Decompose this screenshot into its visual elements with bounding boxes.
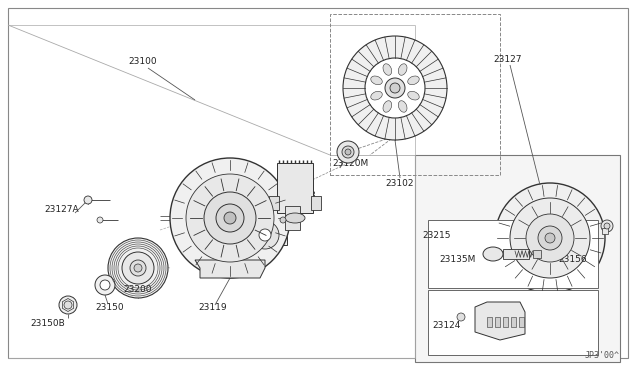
Circle shape	[84, 196, 92, 204]
Circle shape	[342, 146, 354, 158]
Circle shape	[538, 226, 562, 250]
Circle shape	[244, 217, 250, 223]
Ellipse shape	[398, 101, 407, 112]
Circle shape	[130, 260, 146, 276]
Bar	[602, 228, 608, 234]
Ellipse shape	[371, 76, 382, 85]
Text: 23215: 23215	[423, 231, 451, 240]
Ellipse shape	[483, 247, 503, 261]
Bar	[533, 250, 541, 258]
Circle shape	[122, 252, 154, 284]
Circle shape	[95, 275, 115, 295]
Bar	[330, 14, 500, 175]
Text: 23156: 23156	[559, 256, 588, 264]
Ellipse shape	[408, 91, 419, 100]
Circle shape	[345, 149, 351, 155]
Circle shape	[337, 141, 359, 163]
Polygon shape	[475, 302, 525, 340]
Ellipse shape	[398, 64, 407, 75]
Bar	[311, 196, 321, 210]
Bar	[487, 317, 492, 327]
Circle shape	[545, 233, 555, 243]
Bar	[495, 317, 500, 327]
Bar	[503, 317, 508, 327]
Text: 23150: 23150	[96, 304, 124, 312]
Bar	[415, 155, 620, 362]
Bar	[277, 163, 313, 213]
Circle shape	[526, 214, 574, 262]
Bar	[428, 220, 598, 288]
Polygon shape	[195, 260, 265, 278]
Circle shape	[170, 158, 290, 278]
Text: 23127A: 23127A	[45, 205, 79, 215]
Circle shape	[108, 238, 168, 298]
Text: 23135M: 23135M	[440, 256, 476, 264]
Circle shape	[604, 223, 610, 229]
Circle shape	[59, 296, 77, 314]
Circle shape	[224, 212, 236, 224]
Bar	[285, 206, 300, 230]
Text: 23127: 23127	[493, 55, 522, 64]
Circle shape	[495, 183, 605, 293]
Bar	[503, 249, 529, 259]
Circle shape	[365, 58, 425, 118]
Circle shape	[186, 174, 274, 262]
Circle shape	[251, 221, 279, 249]
Bar	[428, 290, 598, 355]
Text: 23120M: 23120M	[332, 158, 368, 167]
Text: 23200: 23200	[124, 285, 152, 295]
Bar	[269, 196, 279, 210]
Text: 23120MA: 23120MA	[203, 209, 245, 218]
Circle shape	[510, 198, 590, 278]
Circle shape	[601, 220, 613, 232]
Circle shape	[204, 192, 256, 244]
Bar	[243, 207, 287, 245]
Text: 23119: 23119	[198, 304, 227, 312]
Ellipse shape	[383, 64, 392, 75]
Text: JP3'00^: JP3'00^	[585, 351, 620, 360]
Ellipse shape	[408, 76, 419, 85]
Ellipse shape	[371, 91, 382, 100]
Circle shape	[457, 313, 465, 321]
Circle shape	[390, 83, 400, 93]
Bar	[511, 317, 516, 327]
Circle shape	[343, 36, 447, 140]
Circle shape	[280, 217, 286, 223]
Circle shape	[216, 204, 244, 232]
Circle shape	[259, 229, 271, 241]
Ellipse shape	[383, 101, 392, 112]
Circle shape	[97, 217, 103, 223]
Circle shape	[100, 280, 110, 290]
Text: 23100: 23100	[129, 58, 157, 67]
Ellipse shape	[285, 213, 305, 223]
Circle shape	[64, 301, 72, 309]
Circle shape	[134, 264, 142, 272]
Text: 23124: 23124	[433, 321, 461, 330]
Bar	[519, 317, 524, 327]
Text: 23108: 23108	[288, 190, 316, 199]
Text: 23150B: 23150B	[31, 318, 65, 327]
Circle shape	[385, 78, 405, 98]
Text: 23102: 23102	[386, 179, 414, 187]
